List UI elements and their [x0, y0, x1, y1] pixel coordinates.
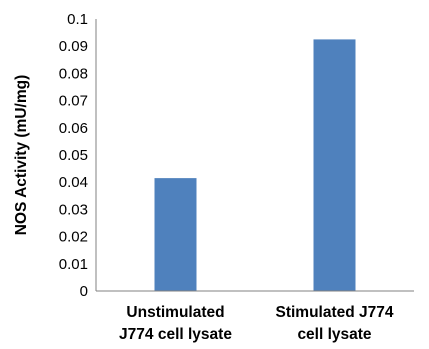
y-tick-label: 0.08 — [59, 65, 88, 82]
y-tick-label: 0.09 — [59, 38, 88, 55]
y-tick-label: 0.06 — [59, 120, 88, 137]
y-tick-label: 0 — [80, 283, 88, 300]
y-tick-label: 0.07 — [59, 93, 88, 110]
bar — [313, 39, 356, 292]
x-category-label: Unstimulated J774 cell lysate — [119, 304, 232, 343]
x-category-label: Stimulated J774 cell lysate — [275, 304, 393, 343]
y-tick-label: 0.03 — [59, 201, 88, 218]
y-tick-label: 0.01 — [59, 256, 88, 273]
x-axis-category-labels: Unstimulated J774 cell lysate Stimulated J… — [119, 304, 394, 343]
y-axis-tick-labels: 0 0.01 0.02 0.03 0.04 0.05 0.06 0.07 0.08 0.09 0.1 — [59, 11, 88, 300]
bar — [154, 178, 197, 291]
y-tick-label: 0.05 — [59, 147, 88, 164]
bars — [154, 39, 356, 292]
y-tick-label: 0.04 — [59, 174, 88, 191]
y-tick-label: 0.1 — [67, 11, 88, 28]
y-axis-title: NOS Activity (mU/mg) — [13, 75, 30, 235]
y-tick-label: 0.02 — [59, 229, 88, 246]
